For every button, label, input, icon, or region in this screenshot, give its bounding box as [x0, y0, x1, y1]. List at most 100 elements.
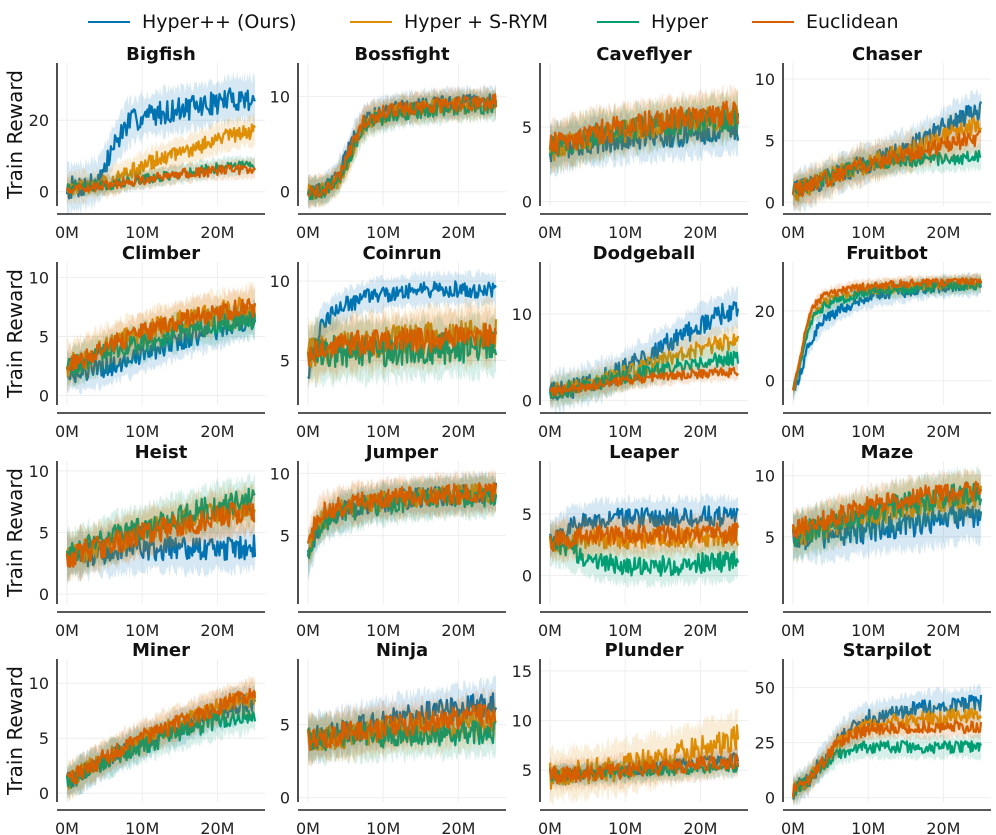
series-line: [791, 503, 983, 551]
subplot-title: Starpilot: [843, 640, 932, 661]
series-line: [65, 298, 257, 372]
subplot-title: Jumper: [364, 442, 438, 463]
x-tick-label: 10M: [125, 223, 159, 242]
x-tick-label: 0M: [538, 422, 562, 441]
series-line: [791, 720, 983, 797]
series-band: [67, 71, 255, 216]
x-tick-label: 20M: [683, 819, 717, 835]
x-tick-label: 20M: [683, 223, 717, 242]
subplot-bossfight: 0 10 0M 10M 20M Bossfight: [270, 44, 506, 242]
x-tick-label: 0M: [781, 422, 805, 441]
y-tick-label: 5: [280, 527, 290, 546]
series-line: [548, 100, 740, 156]
y-tick-label: 0: [522, 392, 532, 411]
x-tick-label: 0M: [296, 621, 320, 640]
series-band: [793, 698, 981, 806]
x-tick-label: 10M: [608, 819, 642, 835]
x-tick-label: 0M: [781, 223, 805, 242]
x-tick-label: 0M: [296, 819, 320, 835]
subplot-title: Plunder: [605, 640, 684, 661]
x-tick-label: 10M: [851, 819, 885, 835]
legend-swatch: [752, 21, 794, 23]
series-line: [549, 366, 739, 397]
y-tick-label: 0: [39, 387, 49, 406]
subplot-heist: 0 5 10 0M 10M 20M Heist Train Reward: [3, 442, 265, 640]
y-tick-label: 10: [270, 272, 290, 291]
y-tick-label: 0: [522, 193, 532, 212]
y-tick-label: 5: [280, 352, 290, 371]
series-line: [549, 536, 740, 577]
series-band: [308, 87, 496, 210]
series-line: [548, 522, 740, 552]
x-tick-label: 20M: [441, 422, 475, 441]
subplot-miner: 0 5 10 0M 10M 20M Miner Train Reward: [3, 640, 265, 835]
x-tick-label: 0M: [781, 819, 805, 835]
subplot-starpilot: 0 25 50 0M 10M 20M Starpilot: [755, 640, 991, 835]
subplot-title: Bigfish: [126, 44, 196, 65]
series-band: [793, 273, 981, 399]
x-tick-label: 20M: [926, 422, 960, 441]
subplot-maze: 5 10 0M 10M 20M Maze: [755, 442, 991, 640]
subplot-title: Bossfight: [354, 44, 450, 65]
y-tick-label: 5: [39, 729, 49, 748]
y-tick-label: 10: [270, 87, 290, 106]
subplot-title: Ninja: [376, 640, 428, 661]
x-tick-label: 10M: [608, 422, 642, 441]
series-line: [791, 740, 983, 798]
x-tick-label: 10M: [851, 621, 885, 640]
y-tick-label: 50: [755, 679, 775, 698]
legend-swatch: [88, 21, 130, 23]
legend: Hyper++ (Ours) Hyper + S-RYM Hyper Eucli…: [0, 8, 996, 36]
subplot-jumper: 5 10 0M 10M 20M Jumper: [270, 442, 506, 640]
legend-label: Hyper++ (Ours): [142, 11, 297, 33]
series-line: [307, 93, 498, 198]
y-tick-label: 10: [755, 70, 775, 89]
series-band: [67, 676, 255, 802]
legend-item-hyper-srym: Hyper + S-RYM: [350, 8, 548, 36]
subplot-caveflyer: 0 5 0M 10M 20M Caveflyer: [522, 44, 748, 242]
x-tick-label: 10M: [366, 422, 400, 441]
x-tick-label: 0M: [296, 223, 320, 242]
y-tick-label: 0: [39, 585, 49, 604]
y-tick-label: 10: [512, 712, 532, 731]
subplot-chaser: 0 5 10 0M 10M 20M Chaser: [755, 44, 991, 242]
subplot-title: Chaser: [852, 44, 922, 65]
series-line: [307, 280, 497, 379]
y-tick-label: 10: [29, 462, 49, 481]
x-tick-label: 0M: [538, 223, 562, 242]
x-tick-label: 10M: [851, 422, 885, 441]
x-tick-label: 0M: [55, 422, 79, 441]
subplot-title: Caveflyer: [596, 44, 692, 65]
y-axis-label: Train Reward: [3, 666, 27, 796]
y-tick-label: 10: [512, 305, 532, 324]
y-tick-label: 5: [39, 524, 49, 543]
x-tick-label: 0M: [55, 819, 79, 835]
x-tick-label: 0M: [538, 819, 562, 835]
series-line: [66, 687, 257, 785]
y-tick-label: 25: [755, 734, 775, 753]
subplot-title: Fruitbot: [846, 243, 928, 264]
series-band: [308, 83, 496, 209]
series-line: [791, 480, 983, 539]
subplot-ninja: 0 5 0M 10M 20M Ninja: [280, 640, 506, 835]
y-tick-label: 5: [765, 132, 775, 151]
y-tick-label: 5: [765, 528, 775, 547]
y-tick-label: 0: [765, 193, 775, 212]
series-line: [306, 703, 497, 752]
series-line: [65, 164, 256, 194]
subplot-title: Maze: [861, 442, 914, 463]
y-tick-label: 15: [512, 662, 532, 681]
x-tick-label: 10M: [366, 223, 400, 242]
x-tick-label: 0M: [296, 422, 320, 441]
series-line: [791, 277, 983, 391]
y-tick-label: 5: [522, 505, 532, 524]
legend-label: Hyper + S-RYM: [404, 11, 548, 33]
y-tick-label: 10: [29, 674, 49, 693]
subplot-title: Heist: [135, 442, 188, 463]
series-line: [65, 310, 257, 377]
legend-swatch: [597, 21, 639, 23]
series-band: [550, 522, 738, 590]
y-tick-label: 0: [765, 789, 775, 808]
y-axis-label: Train Reward: [3, 269, 27, 399]
